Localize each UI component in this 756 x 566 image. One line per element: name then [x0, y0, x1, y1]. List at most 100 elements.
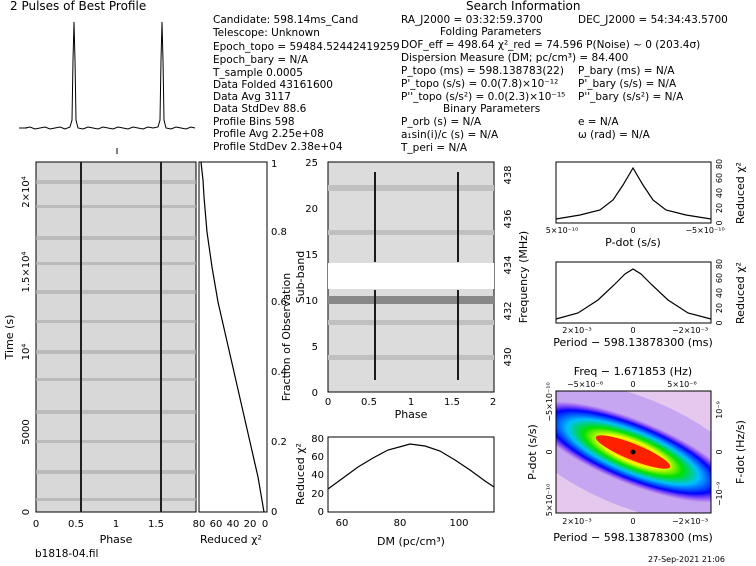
pr-xlabel: Period − 598.13878300 (ms) — [553, 336, 713, 349]
dm-ytick-1: 20 — [311, 489, 324, 500]
timestamp-label: 27-Sep-2021 21:06 — [648, 555, 725, 564]
pp-ytick-1: 0 — [545, 449, 554, 454]
cf-xtick-3: 20 — [244, 519, 257, 530]
pd-xtick-2: −5×10⁻¹⁰ — [685, 226, 724, 235]
cf-ytick-2: 0.4 — [271, 367, 287, 378]
pr-ytick-4: 80 — [715, 259, 724, 269]
cf-ytick-3: 0.6 — [271, 297, 287, 308]
subband-phase-plot: Phase Sub-band Frequency (MHz) 0 0.5 1 1… — [294, 158, 530, 421]
dm-curve — [327, 443, 495, 490]
cf-xtick-4: 0 — [262, 519, 268, 530]
tp-xtick-1: 0.5 — [68, 519, 84, 530]
dm-xtick-1: 80 — [394, 518, 407, 529]
data-stddev-text: Data StdDev 88.6 — [213, 103, 307, 115]
chi2-fraction-plot: Reduced χ² 80 60 40 20 0 Fraction of Obs… — [193, 159, 293, 546]
pd-ytick-2: 40 — [715, 188, 724, 198]
tp-xtick-2: 1 — [113, 519, 119, 530]
omega-text: ω (rad) = N/A — [578, 129, 650, 141]
sb-xtick-4: 2 — [490, 397, 496, 408]
cf-ytick-5: 1 — [271, 159, 277, 170]
dm-xlabel: DM (pc/cm³) — [377, 535, 445, 548]
tp-ylabel: Time (s) — [3, 315, 16, 361]
time-phase-plot: Phase Time (s) 0 0.5 1 1.5 0 5000 10⁴ 1.… — [3, 161, 197, 546]
p-topo-text: P_topo (ms) = 598.138783(22) — [401, 65, 564, 77]
plot-title: 2 Pulses of Best Profile — [10, 0, 147, 13]
sb-xtick-3: 1.5 — [444, 397, 460, 408]
dm-ytick-3: 60 — [311, 452, 324, 463]
t-peri-text: T_peri = N/A — [401, 142, 468, 154]
pd-xtick-1: 0 — [630, 226, 635, 235]
telescope-text: Telescope: Unknown — [213, 27, 320, 39]
pr-ytick-3: 60 — [715, 273, 724, 283]
folding-params-title: Folding Parameters — [440, 26, 542, 38]
cf-ytick-0: 0 — [271, 507, 277, 518]
pp-xtick-1: 0 — [630, 517, 635, 526]
time-phase-stripes — [36, 180, 196, 501]
pr-ytick-2: 40 — [715, 288, 724, 298]
data-avg-text: Data Avg 3117 — [213, 91, 291, 103]
tp-ytick-0: 0 — [21, 509, 32, 515]
chi2-fraction-curve — [200, 161, 265, 513]
e-text: e = N/A — [578, 116, 619, 128]
pd-topo-text: P'_topo (s/s) = 0.0(7.8)×10⁻¹² — [401, 78, 559, 90]
best-fit-point — [630, 449, 636, 455]
ppdot-plane-plot: Freq − 1.671853 (Hz) Period − 598.138783… — [526, 365, 747, 544]
tp-ytick-4: 2×10⁴ — [21, 176, 32, 207]
dm-plot: DM (pc/cm³) Reduced χ² 60 80 100 0 20 40… — [294, 434, 495, 548]
cf-ytick-1: 0.2 — [271, 437, 287, 448]
pd-ytick-1: 20 — [715, 203, 724, 213]
pp-ytick-0: 5×10⁻¹⁰ — [545, 484, 554, 517]
sb-ytick-2: 10 — [305, 296, 318, 307]
sb-xlabel: Phase — [395, 408, 428, 421]
pr-xtick-2: −2×10⁻³ — [672, 326, 708, 335]
candidate-text: Candidate: 598.14ms_Cand — [213, 14, 359, 26]
cf-xtick-0: 80 — [193, 519, 206, 530]
dm-ytick-0: 0 — [318, 507, 324, 518]
period-curve — [555, 268, 712, 320]
dm-text: Dispersion Measure (DM; pc/cm³) = 84.400 — [401, 52, 629, 64]
binary-params-title: Binary Parameters — [443, 103, 541, 115]
pr-xtick-0: 2×10⁻³ — [562, 326, 591, 335]
profile-plot — [19, 21, 196, 154]
dec-text: DEC_J2000 = 54:34:43.5700 — [578, 14, 728, 26]
sb-y2tick-2: 434 — [503, 255, 514, 274]
pd-ylabel: Reduced χ² — [734, 162, 747, 224]
cf-ylabel: Fraction of Observation — [280, 273, 293, 402]
profile-avg-text: Profile Avg 2.25e+08 — [213, 128, 324, 140]
cf-ytick-4: 0.8 — [271, 227, 287, 238]
profile-stddev-text: Profile StdDev 2.38e+04 — [213, 141, 343, 153]
pr-ylabel: Reduced χ² — [734, 262, 747, 324]
pdot-curve — [555, 166, 712, 220]
sb-y2tick-1: 432 — [503, 301, 514, 320]
tp-ytick-2: 10⁴ — [21, 344, 32, 361]
profile-trace — [24, 21, 196, 130]
pp-xlabel: Period − 598.13878300 (ms) — [553, 531, 713, 544]
period-plot: Period − 598.13878300 (ms) Reduced χ² 2×… — [553, 259, 747, 349]
pp-x2tick-2: 5×10⁻⁶ — [667, 380, 696, 389]
epoch-topo-text: Epoch_topo = 59484.52442419259 — [213, 41, 400, 53]
pd-ytick-4: 80 — [715, 159, 724, 169]
pp-xtick-0: 2×10⁻³ — [562, 517, 591, 526]
sb-ylabel: Sub-band — [294, 251, 307, 304]
data-folded-text: Data Folded 43161600 — [213, 79, 333, 91]
pr-ytick-1: 20 — [715, 303, 724, 313]
dof-text: DOF_eff = 498.64 χ²_red = 74.596 P(Noise… — [401, 39, 701, 51]
pdd-topo-text: P''_topo (s/s²) = 0.0(2.3)×10⁻¹⁵ — [401, 91, 566, 103]
tp-ytick-1: 5000 — [21, 419, 32, 444]
t-sample-text: T_sample 0.0005 — [213, 67, 303, 79]
pp-y2label: F-dot (Hz/s) — [734, 420, 747, 484]
epoch-bary-text: Epoch_bary = N/A — [213, 54, 309, 66]
pp-x2tick-1: 0 — [630, 380, 635, 389]
a1sini-text: a₁sin(i)/c (s) = N/A — [401, 129, 499, 141]
sb-ytick-3: 15 — [305, 250, 318, 261]
dm-ytick-2: 40 — [311, 470, 324, 481]
sb-y2tick-4: 438 — [503, 165, 514, 184]
sb-xtick-0: 0 — [325, 397, 331, 408]
tp-xlabel: Phase — [100, 533, 133, 546]
cf-xtick-1: 60 — [210, 519, 223, 530]
pr-ytick-0: 0 — [715, 320, 724, 325]
sb-y2tick-3: 436 — [503, 209, 514, 228]
dm-ytick-4: 80 — [311, 434, 324, 445]
pr-xtick-1: 0 — [630, 326, 635, 335]
